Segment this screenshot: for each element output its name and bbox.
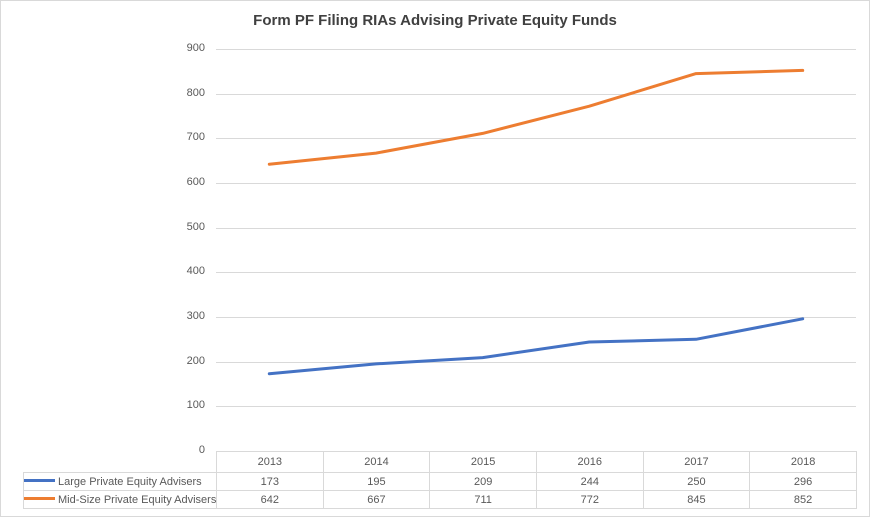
y-tick-label: 0 [198, 444, 205, 456]
y-tick-label: 800 [186, 87, 205, 99]
value-cell: 711 [429, 490, 537, 509]
table-row: Large Private Equity Advisers 173 195 209 24… [23, 472, 857, 491]
year-header-cell: 2018 [749, 451, 857, 473]
chart-title: Form PF Filing RIAs Advising Private Equ… [253, 12, 617, 29]
year-header-cell: 2013 [216, 451, 324, 473]
value-cell: 195 [322, 472, 431, 491]
y-tick-label: 200 [186, 355, 205, 367]
value-cell: 642 [216, 490, 324, 509]
year-header-cell: 2015 [429, 451, 537, 473]
legend-label: Large Private Equity Advisers [58, 475, 202, 488]
legend-cell: Mid-Size Private Equity Advisers [23, 490, 217, 509]
year-header-cell: 2014 [322, 451, 431, 473]
value-cell: 772 [535, 490, 644, 509]
value-cell: 209 [429, 472, 537, 491]
chart-data-table: 2013 2014 2015 2016 2017 2018 Large Private Eq… [23, 451, 857, 509]
y-tick-label: 900 [186, 42, 205, 54]
legend-key-line [24, 497, 55, 501]
y-tick-label: 300 [186, 310, 205, 322]
legend-label: Mid-Size Private Equity Advisers [58, 493, 217, 506]
y-tick-label: 500 [186, 221, 205, 233]
series-line-2 [267, 68, 805, 166]
year-header-cell: 2017 [642, 451, 751, 473]
value-cell: 845 [642, 490, 751, 509]
value-cell: 173 [216, 472, 324, 491]
value-cell: 852 [749, 490, 857, 509]
series-line-1 [267, 317, 805, 376]
legend-key-line [24, 479, 55, 483]
value-cell: 296 [749, 472, 857, 491]
value-cell: 244 [535, 472, 644, 491]
y-tick-label: 600 [186, 176, 205, 188]
y-tick-label: 400 [186, 265, 205, 277]
value-cell: 250 [642, 472, 751, 491]
legend-cell: Large Private Equity Advisers [23, 472, 217, 491]
data-table-region: 2013 2014 2015 2016 2017 2018 Large Private Eq… [23, 451, 857, 509]
y-tick-label: 700 [186, 131, 205, 143]
y-tick-label: 100 [186, 399, 205, 411]
value-cell: 667 [322, 490, 431, 509]
table-corner-cell [24, 452, 217, 473]
year-header-cell: 2016 [535, 451, 644, 473]
table-row: Mid-Size Private Equity Advisers 642 667 71… [23, 490, 857, 509]
